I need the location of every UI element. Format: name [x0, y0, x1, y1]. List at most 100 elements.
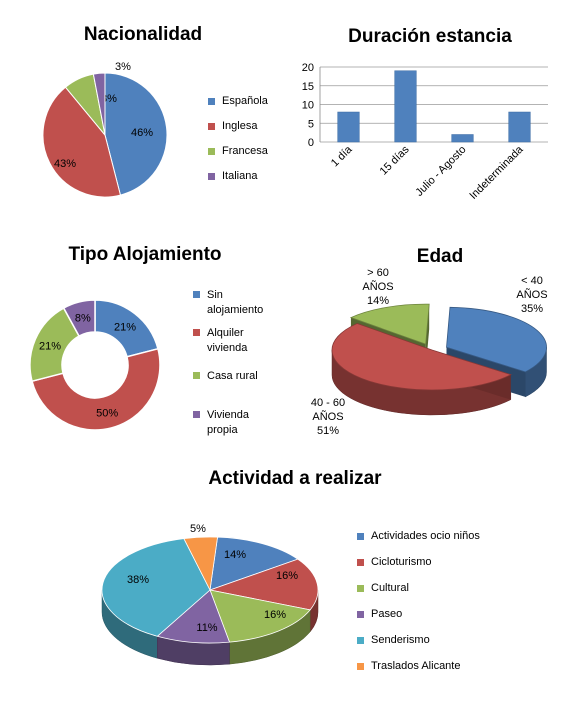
legend-swatch	[357, 611, 364, 618]
slice-label: 51%	[317, 425, 339, 437]
slice-label: AÑOS	[312, 410, 343, 423]
slice-italiana	[92, 72, 106, 136]
y-tick-label: 0	[308, 137, 314, 149]
slice-40-anos	[446, 306, 547, 373]
segment-label: 50%	[96, 407, 118, 419]
y-tick-label: 20	[302, 62, 314, 74]
slice-label: AÑOS	[516, 288, 547, 301]
slice-label: 14%	[367, 295, 389, 307]
legend-item-traslados-alicante: Traslados Alicante	[357, 660, 480, 673]
slice-label: 35%	[521, 303, 543, 315]
nacionalidad-legend: Española Inglesa Francesa Italiana	[208, 95, 268, 195]
legend-swatch	[357, 559, 364, 566]
slice-60-anos	[349, 303, 430, 345]
slice-label: 5%	[190, 523, 206, 535]
pie-labels: 14% 16% 16% 11% 38% 5%	[127, 523, 298, 634]
slice-label: 38%	[127, 574, 149, 586]
legend-item-sin-alojamiento: Sin alojamiento	[193, 288, 267, 318]
legend-swatch	[208, 148, 215, 155]
bar-15-dias	[394, 70, 417, 143]
duracion-title: Duración estancia	[348, 26, 512, 47]
legend-item-francesa: Francesa	[208, 145, 268, 158]
slice-40-60-anos	[331, 323, 512, 391]
legend-label: Traslados Alicante	[371, 660, 461, 672]
segment-label: 8%	[75, 313, 91, 325]
legend-item-alquiler-vivienda: Alquiler vivienda	[193, 326, 267, 356]
legend-label: Casa rural	[207, 370, 258, 382]
legend-item-vivienda-propia: Vivienda propia	[193, 408, 267, 438]
legend-swatch	[193, 411, 200, 418]
slice-label: < 40	[521, 275, 543, 287]
legend-item-cicloturismo: Cicloturismo	[357, 556, 480, 569]
legend-label: Actividades ocio niños	[371, 530, 480, 542]
legend-item-paseo: Paseo	[357, 608, 480, 621]
legend-swatch	[208, 173, 215, 180]
legend-item-inglesa: Inglesa	[208, 120, 268, 133]
legend-swatch	[208, 123, 215, 130]
bar-1-dia	[337, 111, 360, 143]
legend-label: Alquiler vivienda	[207, 327, 248, 354]
x-tick-label: Indeterminada	[467, 143, 526, 202]
pie-tops	[101, 536, 319, 644]
slice-label: 11%	[196, 622, 217, 634]
slice-actividades-ocio-ninos	[209, 536, 299, 591]
slice-paseo	[156, 589, 231, 644]
legend-label: Española	[222, 95, 268, 107]
slice-inglesa	[42, 86, 122, 198]
x-tick-label: 1 día	[329, 143, 355, 169]
legend-swatch	[193, 329, 200, 336]
actividad-title: Actividad a realizar	[208, 468, 382, 489]
segment-label: 21%	[114, 321, 136, 333]
slice-label: > 60	[367, 267, 389, 279]
legend-label: Senderismo	[371, 634, 430, 646]
legend-item-italiana: Italiana	[208, 170, 268, 183]
legend-swatch	[208, 98, 215, 105]
legend-item-casa-rural: Casa rural	[193, 369, 287, 384]
legend-swatch	[357, 533, 364, 540]
x-tick-label: Julio - Agosto	[413, 144, 468, 199]
x-tick-label: 15 días	[378, 143, 412, 177]
legend-swatch	[357, 637, 364, 644]
slice-label: 43%	[54, 158, 76, 170]
segment-label: 21%	[39, 341, 61, 353]
slice-label: AÑOS	[362, 280, 393, 293]
slice-cultural	[209, 589, 311, 643]
legend-label: Francesa	[222, 145, 268, 157]
legend-item-cultural: Cultural	[357, 582, 480, 595]
segment-vivienda-propia	[62, 299, 96, 338]
legend-label: Italiana	[222, 170, 258, 182]
alojamiento-title: Tipo Alojamiento	[68, 244, 222, 265]
alojamiento-doughnut: 21% 50% 21% 8%	[29, 299, 161, 431]
pie-tops	[331, 303, 547, 391]
legend-label: Vivienda propia	[207, 409, 249, 436]
legend-label: Paseo	[371, 608, 403, 620]
y-tick-label: 15	[302, 81, 314, 93]
slice-senderismo	[101, 538, 211, 637]
slice-label: 16%	[276, 570, 298, 582]
slice-label: 14%	[224, 549, 246, 561]
legend-swatch	[357, 585, 364, 592]
slice-label: 3%	[115, 61, 131, 73]
y-tick-label: 10	[302, 100, 314, 112]
actividad-3d-pie: 14% 16% 16% 11% 38% 5%	[101, 523, 319, 666]
legend-label: Cultural	[371, 582, 409, 594]
bar-indeterminada	[508, 111, 531, 143]
slice-label: 40 - 60	[311, 397, 345, 409]
legend-swatch	[193, 372, 200, 379]
slice-espanola	[104, 72, 168, 196]
legend-label: Inglesa	[222, 120, 258, 132]
slice-label: 46%	[131, 127, 153, 139]
alojamiento-legend: Sin alojamiento Alquiler vivienda Casa rur…	[193, 288, 287, 438]
actividad-legend: Actividades ocio niños Cicloturismo Cultur…	[357, 530, 480, 686]
slice-label: 16%	[264, 609, 286, 621]
slice-traslados-alicante	[183, 536, 218, 592]
segment-alquiler-vivienda	[31, 347, 161, 431]
bar-julio-agosto	[451, 134, 474, 143]
nacionalidad-pie: 46%43%8%3%	[42, 61, 168, 198]
slice-cicloturismo	[208, 558, 319, 611]
edad-title: Edad	[416, 246, 464, 267]
legend-item-espanola: Española	[208, 95, 268, 108]
legend-swatch	[193, 291, 200, 298]
